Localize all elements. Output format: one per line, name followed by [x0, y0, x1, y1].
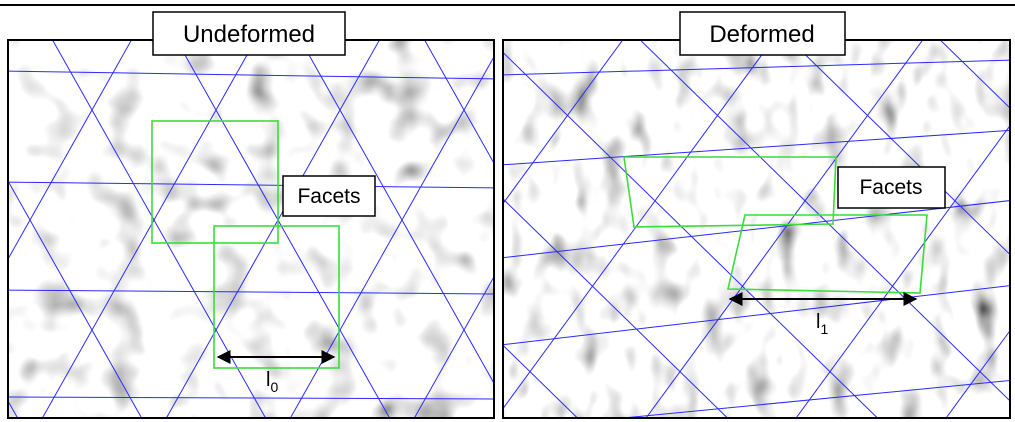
facets-label: Facets	[297, 185, 360, 208]
panel-title: Undeformed	[183, 21, 315, 48]
length-sub: 1	[820, 321, 828, 337]
panel-title: Deformed	[709, 21, 814, 48]
length-sub: 0	[270, 379, 278, 395]
speckle-image	[8, 40, 494, 418]
facets-label: Facets	[859, 176, 922, 199]
figure: l0 l1 Facets Facets Undeformed Deformed	[0, 0, 1015, 422]
